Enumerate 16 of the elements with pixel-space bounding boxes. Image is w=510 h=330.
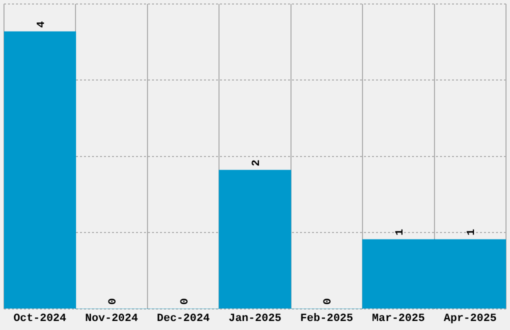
data-label: 0 [179, 298, 192, 305]
data-label: 2 [251, 160, 263, 166]
x-tick-label: Jan-2025 [228, 313, 282, 326]
x-tick-label: Mar-2025 [372, 313, 426, 326]
x-tick-label: Dec-2024 [156, 313, 210, 326]
x-tick-label: Oct-2024 [13, 313, 67, 326]
data-label: 4 [36, 20, 48, 28]
data-label: 0 [322, 298, 335, 305]
x-tick-label: Apr-2025 [444, 313, 497, 326]
data-label: 1 [394, 228, 406, 236]
bar [4, 31, 76, 309]
x-tick-label: Feb-2025 [300, 313, 354, 326]
data-label: 1 [466, 228, 478, 236]
bar [218, 170, 292, 309]
data-label: 0 [108, 298, 120, 305]
x-tick-label: Nov-2024 [85, 313, 138, 326]
